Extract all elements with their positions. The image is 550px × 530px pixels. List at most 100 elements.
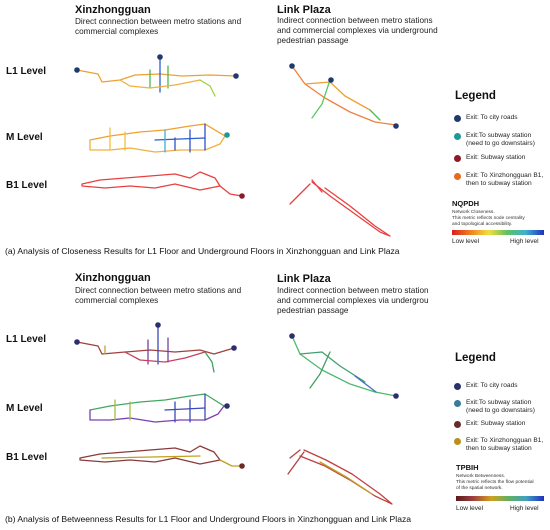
panel-a-scale-high: High level xyxy=(510,238,539,245)
legend-item-label: Exit: To city roads xyxy=(466,114,518,122)
legend-item-label: Exit: Subway station xyxy=(466,154,525,162)
panel-b-legend-title: Legend xyxy=(455,352,496,364)
network-path xyxy=(291,65,397,126)
exit-city-road-dot xyxy=(74,67,80,73)
panel-b-left-title: Xinzhongguan xyxy=(75,272,151,284)
network-path xyxy=(311,181,391,237)
panel-a-legend-title: Legend xyxy=(455,90,496,102)
legend-line: Exit: To city roads xyxy=(466,382,518,389)
network-path xyxy=(304,81,371,111)
legend-item-label: Exit: To Xinzhongguan B1, then to subway… xyxy=(466,172,543,188)
panel-b-metric-name: TPBIH xyxy=(456,463,479,472)
network-path xyxy=(287,449,305,475)
exit-city-road-dot xyxy=(328,77,334,83)
desc-line: Direct connection between metro stations… xyxy=(75,286,242,295)
network-path xyxy=(219,185,243,197)
desc-line: Direct connection between metro stations… xyxy=(75,17,242,26)
panel-b-scale-low: Low level xyxy=(456,505,484,512)
exit-subway-dot xyxy=(239,193,245,199)
network-path xyxy=(76,341,235,355)
legend-dot-subway xyxy=(454,421,461,428)
legend-line: (need to go downstairs) xyxy=(466,140,535,147)
network-path xyxy=(89,135,226,153)
network-path xyxy=(79,445,221,465)
panel-a-metric-desc: Network Closeness. This metric reflects … xyxy=(452,210,525,228)
desc-line: pedestrian passage xyxy=(277,36,349,45)
panel-b-right-title: Link Plaza xyxy=(277,273,331,285)
legend-dot-subway xyxy=(454,155,461,162)
metric-desc-line: Network Betweenness. xyxy=(456,474,506,479)
legend-line: Exit: To Xinzhongguan B1, xyxy=(466,172,544,179)
panel-a-level-m: M Level xyxy=(6,132,43,143)
panel-a-scale-low: Low level xyxy=(452,238,480,245)
panel-a-level-b1: B1 Level xyxy=(6,180,48,191)
network-path xyxy=(219,459,243,467)
legend-line: (need to go downstairs) xyxy=(466,407,535,414)
panel-a-caption: (a) Analysis of Closeness Results for L1… xyxy=(5,246,400,256)
metric-desc-line: and topological accessibility. xyxy=(452,222,513,227)
network-path xyxy=(81,171,221,191)
exit-city-road-dot xyxy=(393,393,399,399)
desc-line: and commercial complexes via undergrou xyxy=(277,296,429,305)
network-path xyxy=(164,407,206,411)
panel-a-color-scale xyxy=(452,230,544,235)
network-path xyxy=(309,351,331,389)
legend-item-label: Exit:To subway station (need to go downs… xyxy=(466,399,535,415)
legend-line: Exit: To Xinzhongguan B1, xyxy=(466,437,544,444)
panel-b-metric-desc: Network Betweenness. This metric reflect… xyxy=(456,474,534,492)
panel-a-left-desc: Direct connection between metro stations… xyxy=(75,17,241,37)
legend-line: Exit: To city roads xyxy=(466,114,518,121)
legend-line: Exit:To subway station xyxy=(466,399,532,406)
exit-city-road-dot xyxy=(393,123,399,129)
network-path xyxy=(101,455,201,459)
metric-desc-line: Network Closeness. xyxy=(452,210,495,215)
exit-city-road-dot xyxy=(157,54,163,60)
network-path xyxy=(289,179,323,205)
legend-line: Exit: Subway station xyxy=(466,420,526,427)
panel-b-scale-high: High level xyxy=(510,505,539,512)
exit-city-road-dot xyxy=(74,339,80,345)
network-path xyxy=(154,137,206,141)
network-path xyxy=(204,351,215,373)
exit-city-road-dot xyxy=(231,345,237,351)
legend-dot-xinzhongguan-b1 xyxy=(454,438,461,445)
network-path xyxy=(369,109,381,121)
panel-a-metric-name: NQPDH xyxy=(452,199,480,208)
legend-line: Exit: Subway station xyxy=(466,154,526,161)
exit-subway-dot xyxy=(239,463,245,469)
exit-city-road-dot xyxy=(233,73,239,79)
network-path xyxy=(124,351,206,363)
network-path xyxy=(199,79,216,97)
network-path xyxy=(76,69,237,83)
exit-city-road-dot xyxy=(289,63,295,69)
metric-desc-line: of the spatial network. xyxy=(456,486,503,491)
panel-b-level-m: M Level xyxy=(6,403,43,414)
network-path xyxy=(114,399,131,421)
desc-line: Indirect connection between metro statio… xyxy=(277,286,429,295)
panel-b-level-b1: B1 Level xyxy=(6,452,48,463)
legend-line: Exit:To subway station xyxy=(466,132,532,139)
panel-b-right-desc: Indirect connection between metro statio… xyxy=(277,286,429,316)
network-path xyxy=(109,127,126,151)
panel-b-color-scale xyxy=(456,496,544,501)
legend-line: then to subway station xyxy=(466,445,532,452)
exit-subway-downstairs-dot xyxy=(224,132,230,138)
network-path xyxy=(89,405,225,423)
panel-b-caption: (b) Analysis of Betweenness Results for … xyxy=(5,514,412,524)
desc-line: commercial complexes xyxy=(75,27,159,36)
legend-line: then to subway station xyxy=(466,180,532,187)
metric-desc-line: This metric reflects the flow potential xyxy=(456,480,534,485)
legend-item-label: Exit: To city roads xyxy=(466,382,518,390)
legend-dot-city-road xyxy=(454,115,461,122)
legend-dot-city-road xyxy=(454,383,461,390)
network-path xyxy=(299,351,366,383)
panel-a-level-l1: L1 Level xyxy=(6,66,47,77)
panel-b-level-l1: L1 Level xyxy=(6,334,47,345)
panel-a-right-title: Link Plaza xyxy=(277,4,331,16)
legend-item-label: Exit: Subway station xyxy=(466,420,525,428)
legend-item-label: Exit: To Xinzhongguan B1, then to subway… xyxy=(466,437,543,453)
exit-subway-downstairs-dot xyxy=(224,403,230,409)
legend-item-label: Exit:To subway station (need to go downs… xyxy=(466,132,535,148)
legend-dot-subway-downstairs xyxy=(454,133,461,140)
